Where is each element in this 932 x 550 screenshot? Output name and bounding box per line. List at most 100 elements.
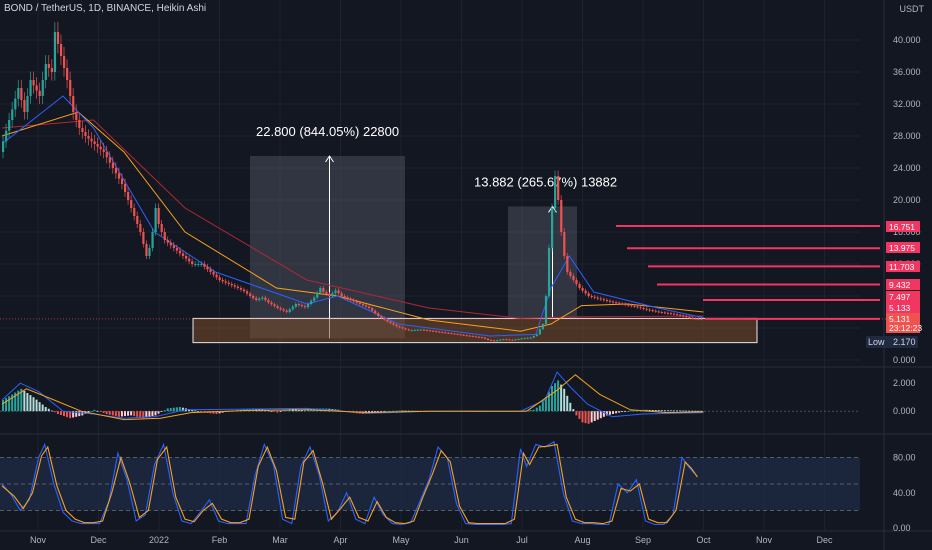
candle-body — [166, 240, 169, 243]
candle-body — [566, 256, 569, 272]
candle-body — [669, 313, 673, 315]
macd-histogram-bar — [279, 411, 282, 412]
price-label: 7.497 — [889, 292, 911, 302]
macd-histogram-bar — [47, 408, 50, 412]
candle-body — [209, 269, 212, 272]
macd-histogram-bar — [596, 411, 599, 420]
macd-histogram-bar — [560, 384, 563, 412]
candle-body — [139, 224, 142, 232]
candle-body — [679, 314, 682, 316]
candle-body — [267, 300, 270, 303]
x-tick-label: Jun — [454, 535, 469, 545]
low-label-box — [866, 336, 918, 348]
candle-body — [694, 318, 697, 320]
macd-histogram-bar — [181, 407, 184, 412]
candle-body — [172, 245, 175, 248]
candle-body — [398, 326, 401, 328]
candle-body — [84, 132, 87, 136]
candle-body — [599, 298, 602, 300]
candle-body — [5, 130, 8, 142]
candle-body — [636, 306, 639, 308]
macd-histogram-bar — [282, 410, 285, 412]
candle-body — [474, 336, 477, 338]
macd-histogram-bar — [154, 411, 157, 416]
candle-body — [29, 80, 32, 96]
candle-body — [551, 208, 554, 248]
candle-body — [447, 332, 450, 334]
candle-body — [517, 338, 520, 340]
macd-histogram-bar — [377, 411, 380, 413]
macd-histogram-bar — [151, 411, 154, 417]
macd-histogram-bar — [374, 411, 377, 413]
macd-histogram-bar — [575, 411, 578, 416]
x-tick-label: Dec — [90, 535, 107, 545]
low-value: 2.170 — [893, 337, 916, 347]
candle-body — [471, 336, 474, 337]
macd-histogram-bar — [20, 388, 23, 412]
candle-body — [380, 316, 383, 318]
x-tick-label: May — [392, 535, 410, 545]
x-tick-label: Nov — [756, 535, 773, 545]
candle-body — [142, 232, 145, 244]
stoch-y-tick: 80.00 — [893, 453, 916, 463]
candle-body — [236, 286, 240, 288]
price-label: 5.133 — [889, 303, 911, 313]
candle-body — [227, 282, 230, 284]
candle-body — [486, 338, 490, 340]
macd-histogram-bar — [380, 411, 383, 412]
candle-body — [642, 308, 645, 309]
macd-histogram-bar — [572, 409, 575, 412]
macd-histogram-bar — [99, 411, 102, 412]
candle-body — [633, 305, 636, 307]
x-tick-label: Jul — [516, 535, 528, 545]
candle-body — [593, 296, 596, 298]
x-tick-label: Oct — [696, 535, 711, 545]
macd-histogram-bar — [145, 411, 148, 418]
y-tick-label: 24.000 — [893, 163, 921, 173]
macd-histogram-bar — [26, 393, 29, 412]
candle-body — [511, 339, 514, 341]
candle-body — [361, 304, 365, 306]
macd-histogram-bar — [557, 380, 560, 412]
macd-histogram-bar — [621, 411, 624, 413]
macd-histogram-bar — [532, 409, 535, 412]
macd-histogram-bar — [535, 407, 538, 412]
macd-histogram-bar — [648, 409, 651, 412]
macd-histogram-bar — [651, 410, 654, 412]
candle-body — [349, 298, 352, 300]
candle-body — [544, 296, 548, 324]
candle-body — [63, 56, 66, 68]
stoch-d-line — [1, 443, 698, 525]
candle-body — [432, 330, 435, 332]
macd-histogram-bar — [56, 411, 59, 414]
candle-body — [691, 317, 694, 319]
candle-body — [660, 312, 663, 313]
macd-histogram-bar — [53, 411, 56, 413]
price-label: 5.131 — [889, 314, 911, 324]
macd-histogram-bar — [673, 410, 675, 412]
candle-body — [569, 272, 572, 276]
candle-body — [648, 309, 651, 311]
price-label-box — [886, 221, 920, 232]
macd-histogram-bar — [669, 410, 672, 412]
candle-body — [194, 264, 197, 265]
candle-body — [297, 304, 301, 306]
macd-histogram-bar — [587, 411, 590, 424]
macd-histogram-bar — [602, 411, 605, 417]
candle-body — [117, 173, 121, 179]
candle-body — [645, 308, 648, 310]
measure-label: 22.800 (844.05%) 22800 — [256, 124, 399, 139]
x-tick-label: Nov — [30, 535, 47, 545]
y-tick-label: 20.000 — [893, 195, 921, 205]
candle-body — [416, 329, 419, 331]
macd-histogram-bar — [276, 411, 279, 413]
macd-histogram-bar — [75, 411, 78, 417]
candle-body — [273, 304, 276, 307]
macd-histogram-bar — [87, 411, 90, 413]
macd-histogram-bar — [66, 411, 69, 418]
macd-histogram-bar — [682, 410, 685, 412]
candle-body — [133, 208, 136, 216]
candle-body — [300, 305, 304, 307]
candle-body — [23, 100, 26, 112]
